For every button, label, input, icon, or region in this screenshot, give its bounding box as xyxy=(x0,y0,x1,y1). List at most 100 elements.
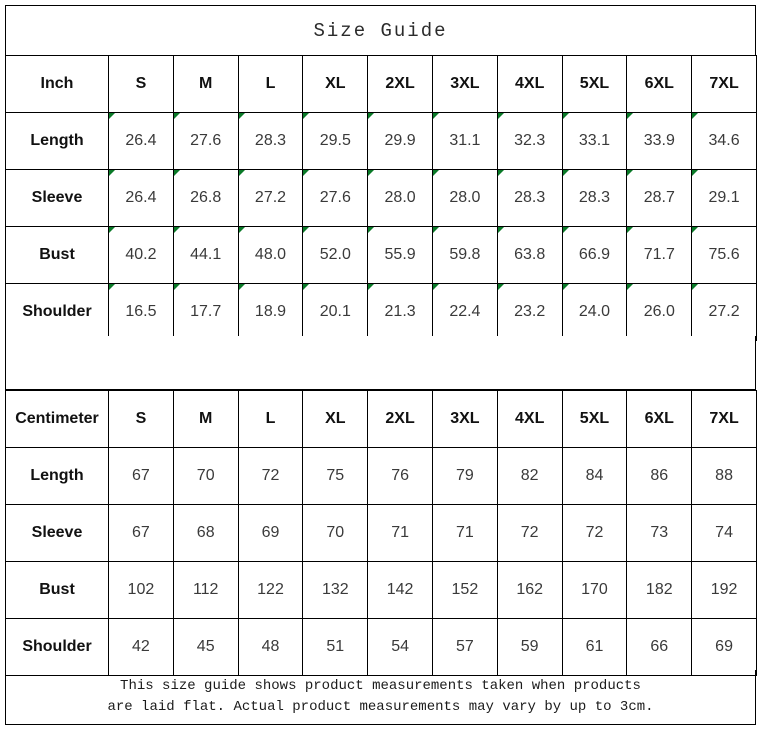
measurement-value: 132 xyxy=(321,581,349,598)
measurement-value-cell: 71.7 xyxy=(626,226,693,284)
measurement-value-cell: 42 xyxy=(108,618,174,676)
measurement-value: 86 xyxy=(650,467,669,484)
table-row: Length 67 70 72 75 76 79 82 84 86 88 xyxy=(5,447,757,505)
measurement-value: 48.0 xyxy=(254,246,287,263)
measurement-value: 40.2 xyxy=(125,246,157,263)
measurement-value-cell: 28.7 xyxy=(626,169,693,227)
measurement-value: 27.2 xyxy=(708,303,740,320)
page-title: Size Guide xyxy=(313,19,448,42)
measurement-label: Shoulder xyxy=(22,303,92,320)
measurement-value: 67 xyxy=(132,524,150,541)
size-header-cell-3xl: 3XL xyxy=(431,55,498,113)
measurement-value-cell: 69 xyxy=(691,618,757,676)
size-header-cell-2xl: 2XL xyxy=(367,390,433,448)
measurement-value-cell: 40.2 xyxy=(108,226,174,284)
measurement-value: 28.3 xyxy=(254,132,287,149)
size-header-cell-6xl: 6XL xyxy=(626,390,693,448)
inch-size-table: Inch S M L XL 2XL 3XL 4XL 5XL 6XL 7XL Length 26.4 27.… xyxy=(5,55,757,341)
measurement-value: 29.1 xyxy=(708,189,740,206)
measurement-value-cell: 20.1 xyxy=(302,283,369,341)
measurement-value: 55.9 xyxy=(384,246,416,263)
measurement-value: 52.0 xyxy=(319,246,351,263)
measurement-value-cell: 29.5 xyxy=(302,112,369,170)
measurement-value-cell: 102 xyxy=(108,561,174,619)
measurement-value: 72 xyxy=(261,467,280,484)
measurement-value: 27.2 xyxy=(254,189,287,206)
measurement-value: 48 xyxy=(261,638,280,655)
measurement-value-cell: 71 xyxy=(367,504,433,562)
size-header-label: 6XL xyxy=(644,75,674,92)
measurement-value: 75.6 xyxy=(708,246,740,263)
measurement-value: 72 xyxy=(585,524,604,541)
measurement-value-cell: 57 xyxy=(431,618,498,676)
measurement-value: 88 xyxy=(715,467,733,484)
measurement-value-cell: 71 xyxy=(431,504,498,562)
size-header-cell-4xl: 4XL xyxy=(496,390,563,448)
measurement-value-cell: 27.6 xyxy=(172,112,239,170)
measurement-value: 68 xyxy=(196,524,215,541)
measurement-value: 21.3 xyxy=(384,303,416,320)
measurement-value-cell: 170 xyxy=(561,561,628,619)
measurement-value: 28.0 xyxy=(449,189,481,206)
size-header-cell-5xl: 5XL xyxy=(561,390,628,448)
measurement-value: 26.8 xyxy=(190,189,222,206)
measurement-value: 20.1 xyxy=(319,303,351,320)
measurement-value: 31.1 xyxy=(449,132,481,149)
measurement-value: 23.2 xyxy=(514,303,546,320)
unit-header-label: Centimeter xyxy=(15,410,99,427)
measurement-value: 69 xyxy=(715,638,733,655)
measurement-label: Sleeve xyxy=(31,189,83,206)
measurement-value-cell: 17.7 xyxy=(172,283,239,341)
measurement-value: 44.1 xyxy=(190,246,222,263)
size-header-label: 3XL xyxy=(450,410,480,427)
measurement-value: 69 xyxy=(261,524,280,541)
cm-table-body: Centimeter S M L XL 2XL 3XL 4XL 5XL 6XL 7XL Length 6… xyxy=(5,390,757,676)
size-header-label: S xyxy=(135,410,147,427)
measurement-value: 152 xyxy=(451,581,479,598)
size-header-cell-6xl: 6XL xyxy=(626,55,693,113)
measurement-value-cell: 44.1 xyxy=(172,226,239,284)
size-header-cell-xl: XL xyxy=(302,390,369,448)
measurement-value-cell: 48 xyxy=(237,618,304,676)
size-header-label: M xyxy=(199,410,213,427)
measurement-value-cell: 33.1 xyxy=(561,112,628,170)
measurement-value-cell: 28.0 xyxy=(367,169,433,227)
size-header-cell-2xl: 2XL xyxy=(367,55,433,113)
measurement-value: 18.9 xyxy=(254,303,287,320)
unit-header-cell: Centimeter xyxy=(5,390,109,448)
footer-line-1: This size guide shows product measuremen… xyxy=(120,678,641,695)
size-header-cell-4xl: 4XL xyxy=(496,55,563,113)
measurement-label-cell: Shoulder xyxy=(5,618,109,676)
table-row: Bust 40.2 44.1 48.0 52.0 55.9 59.8 63.8 66.9 71.7… xyxy=(5,226,757,284)
table-row: Shoulder 42 45 48 51 54 57 59 61 66 69 xyxy=(5,618,757,676)
measurement-value: 24.0 xyxy=(578,303,611,320)
inch-table-body: Inch S M L XL 2XL 3XL 4XL 5XL 6XL 7XL Length 26.4 27.… xyxy=(5,55,757,341)
measurement-value-cell: 29.9 xyxy=(367,112,433,170)
centimeter-size-table: Centimeter S M L XL 2XL 3XL 4XL 5XL 6XL 7XL Length 6… xyxy=(5,390,757,676)
measurement-value: 57 xyxy=(455,638,474,655)
measurement-value-cell: 88 xyxy=(691,447,757,505)
measurement-value: 192 xyxy=(710,581,738,598)
table-row: Bust 102 112 122 132 142 152 162 170 182 192 xyxy=(5,561,757,619)
measurement-value-cell: 142 xyxy=(367,561,433,619)
measurement-value-cell: 28.3 xyxy=(496,169,563,227)
measurement-label-cell: Bust xyxy=(5,226,109,284)
measurement-value-cell: 61 xyxy=(561,618,628,676)
measurement-value-cell: 67 xyxy=(108,504,174,562)
footer-note: This size guide shows product measuremen… xyxy=(5,670,756,725)
measurement-value: 16.5 xyxy=(125,303,157,320)
measurement-label-cell: Shoulder xyxy=(5,283,109,341)
measurement-value-cell: 82 xyxy=(496,447,563,505)
table-row: Sleeve 67 68 69 70 71 71 72 72 73 74 xyxy=(5,504,757,562)
measurement-value-cell: 112 xyxy=(172,561,239,619)
measurement-value: 70 xyxy=(326,524,345,541)
measurement-value-cell: 68 xyxy=(172,504,239,562)
measurement-value-cell: 26.8 xyxy=(172,169,239,227)
size-header-label: 4XL xyxy=(515,75,545,92)
measurement-value-cell: 31.1 xyxy=(431,112,498,170)
measurement-value: 75 xyxy=(326,467,345,484)
footer-line-2: are laid flat. Actual product measuremen… xyxy=(107,699,654,715)
measurement-label-cell: Length xyxy=(5,112,109,170)
measurement-value-cell: 29.1 xyxy=(691,169,757,227)
size-header-cell-m: M xyxy=(172,390,239,448)
